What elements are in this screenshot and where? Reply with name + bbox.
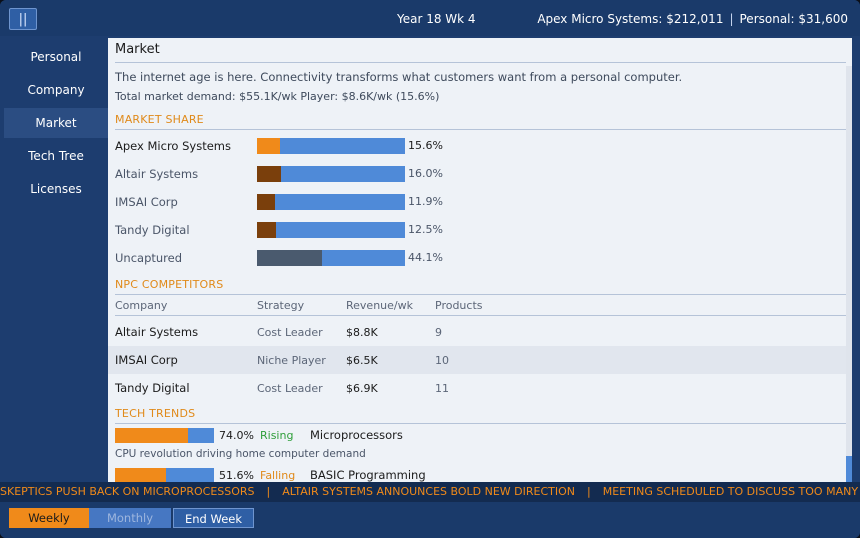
ticker-separator: |: [266, 485, 271, 498]
sidebar-item-company[interactable]: Company: [27, 83, 85, 97]
personal-money: Personal: $31,600: [739, 12, 849, 26]
market-share-bar: [257, 222, 405, 238]
ticker-headline: SKEPTICS PUSH BACK ON MICROPROCESSORS: [0, 485, 255, 498]
trend-status: Rising: [260, 429, 294, 442]
trend-fill: [115, 428, 189, 443]
news-ticker: SKEPTICS PUSH BACK ON MICROPROCESSORS | AL…: [0, 482, 860, 502]
money-readout: Apex Micro Systems: $212,011 | Personal: $…: [537, 12, 848, 26]
column-header-strategy: Strategy: [257, 299, 305, 312]
column-header-products: Products: [435, 299, 483, 312]
trend-bar: [115, 468, 214, 482]
top-bar: || Year 18 Wk 4 Apex Micro Systems: $212…: [0, 0, 860, 36]
trend-description: CPU revolution driving home computer dem…: [115, 448, 366, 460]
market-share-fill: [257, 138, 281, 154]
weekly-tab[interactable]: Weekly: [9, 508, 89, 528]
bottom-bar: Weekly Monthly End Week: [0, 502, 860, 538]
market-share-fill: [257, 194, 275, 210]
tech-trends-heading: TECH TRENDS: [115, 407, 196, 420]
section-divider: [115, 129, 846, 130]
page-title: Market: [115, 42, 160, 57]
sidebar-item-tech-tree[interactable]: Tech Tree: [28, 149, 84, 163]
npc-strategy: Niche Player: [257, 354, 326, 367]
npc-revenue: $6.9K: [346, 382, 378, 395]
npc-company: IMSAI Corp: [115, 353, 178, 367]
ticker-separator: |: [587, 485, 591, 498]
trend-name: BASIC Programming: [310, 468, 426, 482]
market-share-fill: [257, 250, 323, 266]
ticker-headline: ALTAIR SYSTEMS ANNOUNCES BOLD NEW DIRECT…: [282, 485, 576, 498]
market-share-pct: 11.9%: [408, 195, 443, 208]
npc-company: Tandy Digital: [115, 381, 190, 395]
trend-pct: 74.0%: [219, 429, 254, 442]
npc-company: Altair Systems: [115, 325, 199, 339]
market-share-fill: [257, 222, 276, 238]
sidebar-item-market[interactable]: Market: [4, 108, 108, 138]
market-share-fill: [257, 166, 281, 182]
market-share-name: Tandy Digital: [115, 223, 190, 237]
market-share-name: Uncaptured: [115, 251, 183, 265]
market-share-pct: 12.5%: [408, 223, 443, 236]
market-share-pct: 15.6%: [408, 139, 443, 152]
trend-fill: [115, 468, 167, 482]
table-row: Tandy Digital Cost Leader $6.9K 11: [108, 374, 846, 402]
market-intro: The internet age is here. Connectivity t…: [115, 70, 683, 84]
column-header-company: Company: [115, 299, 168, 312]
market-share-pct: 16.0%: [408, 167, 443, 180]
market-share-bar: [257, 138, 405, 154]
company-money: Apex Micro Systems: $212,011: [537, 12, 724, 26]
market-demand: Total market demand: $55.1K/wk Player: $…: [115, 90, 440, 103]
sidebar-item-licenses[interactable]: Licenses: [30, 182, 82, 196]
monthly-tab[interactable]: Monthly: [89, 508, 171, 528]
market-panel: Market The internet age is here. Connect…: [108, 38, 852, 482]
table-row: Altair Systems Cost Leader $8.8K 9: [108, 318, 846, 346]
npc-products: 9: [435, 326, 442, 339]
market-share-name: IMSAI Corp: [115, 195, 178, 209]
market-share-bar: [257, 194, 405, 210]
npc-products: 10: [435, 354, 449, 367]
column-header-revenue: Revenue/wk: [346, 299, 413, 312]
npc-revenue: $6.5K: [346, 354, 378, 367]
market-share-pct: 44.1%: [408, 251, 443, 264]
market-share-bar: [257, 166, 405, 182]
ticker-headline: MEETING SCHEDULED TO DISCUSS TOO MANY ME…: [602, 485, 860, 498]
money-separator: |: [729, 12, 734, 26]
table-header-divider: [115, 315, 846, 316]
section-divider: [115, 423, 846, 424]
title-divider: [115, 62, 846, 63]
npc-heading: NPC COMPETITORS: [115, 278, 224, 291]
trend-name: Microprocessors: [310, 428, 403, 442]
npc-products: 11: [435, 382, 449, 395]
market-share-heading: MARKET SHARE: [115, 113, 204, 126]
panel-scrollbar[interactable]: [846, 66, 852, 482]
table-row: IMSAI Corp Niche Player $6.5K 10: [108, 346, 846, 374]
trend-pct: 51.6%: [219, 469, 254, 482]
scrollbar-thumb[interactable]: [846, 456, 852, 482]
npc-strategy: Cost Leader: [257, 326, 323, 339]
sidebar-item-personal[interactable]: Personal: [30, 50, 82, 64]
game-date: Year 18 Wk 4: [397, 12, 476, 26]
npc-revenue: $8.8K: [346, 326, 378, 339]
market-share-name: Apex Micro Systems: [115, 139, 231, 153]
pause-menu-button[interactable]: ||: [9, 8, 37, 30]
section-divider: [115, 294, 846, 295]
market-share-bar: [257, 250, 405, 266]
trend-status: Falling: [260, 469, 296, 482]
market-share-name: Altair Systems: [115, 167, 199, 181]
trend-bar: [115, 428, 214, 443]
end-week-button[interactable]: End Week: [173, 508, 254, 528]
npc-strategy: Cost Leader: [257, 382, 323, 395]
sidebar: Personal Company Market Tech Tree Licens…: [4, 40, 108, 482]
